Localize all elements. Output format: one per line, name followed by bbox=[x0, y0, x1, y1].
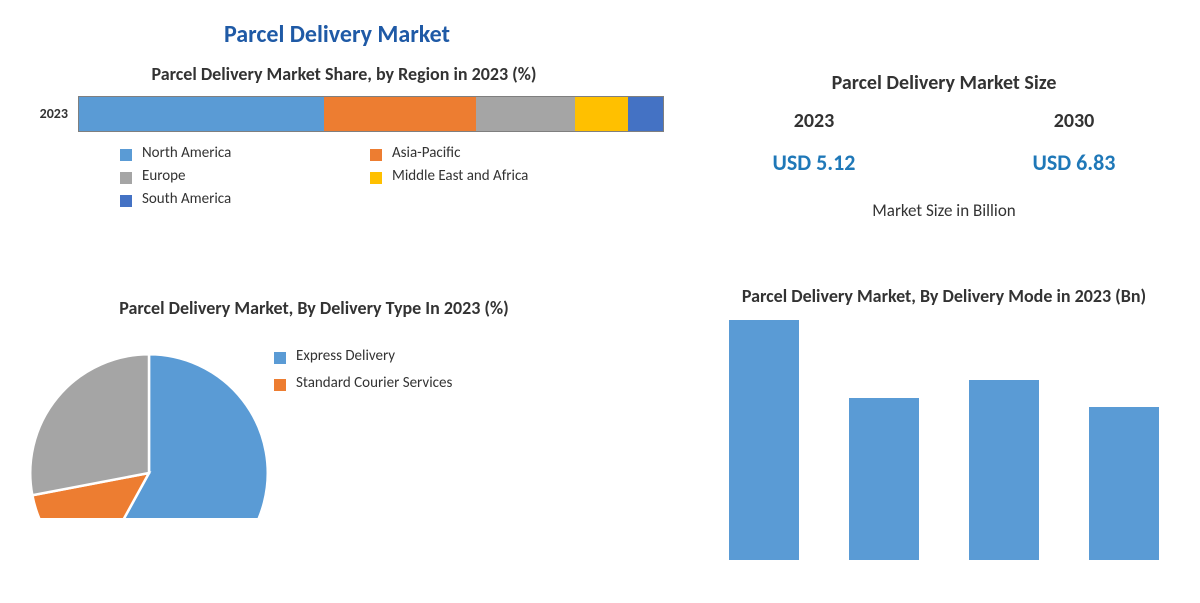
legend-swatch-icon bbox=[274, 352, 286, 364]
pie-legend-item-1: Standard Courier Services bbox=[274, 375, 494, 392]
legend-label: North America bbox=[142, 145, 231, 162]
dashboard-grid: Parcel Delivery Market Share, by Region … bbox=[24, 63, 1176, 603]
mode-bar-2 bbox=[969, 380, 1039, 560]
region-legend-item-3: Middle East and Africa bbox=[370, 168, 620, 185]
region-seg-0 bbox=[79, 97, 324, 131]
region-seg-3 bbox=[575, 97, 628, 131]
delivery-type-body: Express Delivery Standard Courier Service… bbox=[24, 328, 664, 518]
region-share-title: Parcel Delivery Market Share, by Region … bbox=[24, 63, 664, 86]
mode-bar-1 bbox=[849, 398, 919, 560]
delivery-type-legend: Express Delivery Standard Courier Service… bbox=[274, 338, 494, 403]
region-share-legend: North America Asia-Pacific Europe Middle Ea… bbox=[120, 142, 640, 212]
legend-swatch-icon bbox=[370, 149, 382, 161]
legend-label: South America bbox=[142, 191, 231, 208]
region-seg-4 bbox=[628, 97, 663, 131]
delivery-mode-chart bbox=[704, 320, 1184, 560]
pie-legend-item-0: Express Delivery bbox=[274, 348, 494, 365]
region-legend-item-0: North America bbox=[120, 145, 370, 162]
region-legend-item-1: Asia-Pacific bbox=[370, 145, 620, 162]
region-share-ylabel: 2023 bbox=[24, 105, 78, 122]
region-share-panel: Parcel Delivery Market Share, by Region … bbox=[24, 63, 664, 283]
market-size-value-1: USD 6.83 bbox=[974, 149, 1174, 176]
region-seg-1 bbox=[324, 97, 476, 131]
market-size-year-0: 2023 bbox=[714, 109, 914, 133]
legend-label: Europe bbox=[142, 168, 185, 185]
legend-label: Express Delivery bbox=[296, 348, 395, 365]
delivery-mode-bars bbox=[704, 320, 1184, 560]
delivery-type-panel: Parcel Delivery Market, By Delivery Type… bbox=[24, 283, 664, 603]
market-size-col-0: 2023 USD 5.12 bbox=[714, 109, 914, 176]
pie-slice-2 bbox=[30, 354, 149, 495]
market-size-title: Parcel Delivery Market Size bbox=[684, 71, 1200, 95]
legend-label: Middle East and Africa bbox=[392, 168, 528, 185]
market-size-value-0: USD 5.12 bbox=[714, 149, 914, 176]
market-size-note: Market Size in Billion bbox=[684, 200, 1200, 221]
page-root: Parcel Delivery Market Parcel Delivery M… bbox=[0, 0, 1200, 600]
legend-swatch-icon bbox=[120, 172, 132, 184]
mode-bar-3 bbox=[1089, 407, 1159, 559]
legend-label: Standard Courier Services bbox=[296, 375, 452, 392]
mode-bar-0 bbox=[729, 320, 799, 560]
region-legend-item-4: South America bbox=[120, 191, 370, 208]
delivery-mode-panel: Parcel Delivery Market, By Delivery Mode… bbox=[684, 283, 1200, 603]
legend-swatch-icon bbox=[370, 172, 382, 184]
delivery-mode-title: Parcel Delivery Market, By Delivery Mode… bbox=[684, 285, 1200, 308]
market-size-panel: Parcel Delivery Market Size 2023 USD 5.1… bbox=[684, 63, 1200, 283]
market-size-year-1: 2030 bbox=[974, 109, 1174, 133]
region-share-row: 2023 bbox=[24, 96, 664, 132]
legend-swatch-icon bbox=[120, 149, 132, 161]
delivery-type-pie bbox=[24, 328, 274, 518]
main-title: Parcel Delivery Market bbox=[224, 20, 1176, 49]
delivery-type-title: Parcel Delivery Market, By Delivery Type… bbox=[24, 297, 604, 320]
legend-label: Asia-Pacific bbox=[392, 145, 460, 162]
region-legend-item-2: Europe bbox=[120, 168, 370, 185]
market-size-row: 2023 USD 5.12 2030 USD 6.83 bbox=[684, 109, 1200, 176]
legend-swatch-icon bbox=[120, 195, 132, 207]
legend-swatch-icon bbox=[274, 379, 286, 391]
delivery-mode-baseline bbox=[704, 559, 1184, 560]
market-size-col-1: 2030 USD 6.83 bbox=[974, 109, 1174, 176]
region-seg-2 bbox=[476, 97, 575, 131]
region-share-bar bbox=[78, 96, 664, 132]
